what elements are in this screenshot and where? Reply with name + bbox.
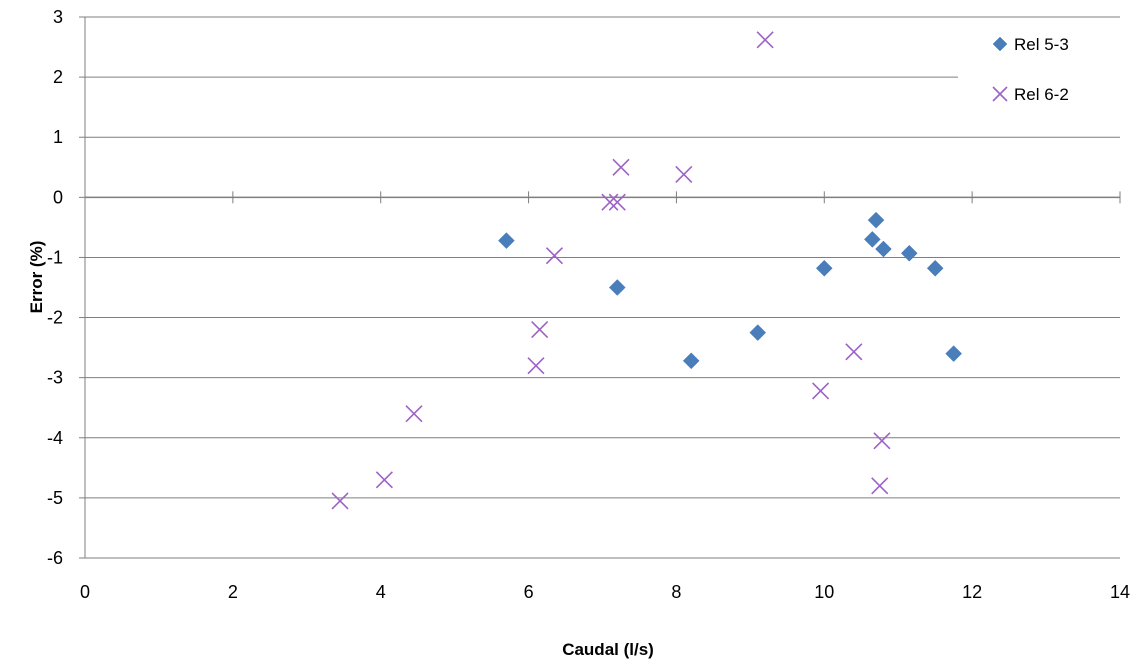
data-point-rel-6-2 bbox=[812, 382, 830, 400]
y-tick-label: -1 bbox=[47, 247, 63, 267]
data-point-rel-5-3 bbox=[815, 259, 833, 277]
data-point-rel-5-3 bbox=[867, 211, 885, 229]
data-point-rel-5-3 bbox=[926, 259, 944, 277]
data-point-rel-6-2 bbox=[331, 492, 349, 510]
legend-marker-rel-6-2 bbox=[992, 86, 1008, 102]
legend-marker-rel-5-3 bbox=[992, 36, 1008, 52]
legend-label: Rel 6-2 bbox=[1014, 85, 1069, 104]
axes bbox=[79, 16, 1121, 559]
legend: Rel 5-3 Rel 6-2 bbox=[958, 24, 1120, 124]
data-point-rel-5-3 bbox=[498, 232, 515, 249]
y-tick-label: -4 bbox=[47, 428, 63, 448]
y-tick-label: 1 bbox=[53, 127, 63, 147]
data-point-rel-5-3 bbox=[682, 352, 700, 370]
y-axis-title: Error (%) bbox=[27, 241, 46, 314]
x-tick-label: 14 bbox=[1110, 582, 1130, 602]
legend-label: Rel 5-3 bbox=[1014, 35, 1069, 54]
y-tick-label: -5 bbox=[47, 488, 63, 508]
data-point-rel-6-2 bbox=[756, 31, 774, 49]
x-tick-label: 4 bbox=[376, 582, 386, 602]
legend-box bbox=[958, 24, 1120, 124]
x-tick-label: 8 bbox=[671, 582, 681, 602]
data-point-rel-5-3 bbox=[749, 324, 767, 341]
data-point-rel-5-3 bbox=[945, 345, 963, 362]
data-point-rel-6-2 bbox=[871, 477, 889, 495]
data-point-rel-6-2 bbox=[405, 405, 423, 423]
y-tick-label: -2 bbox=[47, 308, 63, 328]
x-tick-label: 6 bbox=[524, 582, 534, 602]
x-tick-label: 0 bbox=[80, 582, 90, 602]
data-point-rel-6-2 bbox=[531, 321, 549, 339]
data-point-rel-5-3 bbox=[900, 244, 918, 262]
data-point-rel-6-2 bbox=[612, 158, 630, 176]
data-marks bbox=[331, 31, 963, 510]
data-point-rel-6-2 bbox=[873, 432, 891, 450]
data-point-rel-6-2 bbox=[545, 247, 564, 265]
x-tick-label: 12 bbox=[962, 582, 982, 602]
x-axis-title: Caudal (l/s) bbox=[562, 640, 654, 659]
data-point-rel-6-2 bbox=[608, 193, 626, 211]
y-tick-label: 3 bbox=[53, 7, 63, 27]
data-point-rel-5-3 bbox=[608, 279, 626, 296]
y-tick-label: 2 bbox=[53, 67, 63, 87]
data-point-rel-6-2 bbox=[601, 193, 619, 211]
y-tick-label: 0 bbox=[53, 187, 63, 207]
y-tick-label: -6 bbox=[47, 548, 63, 568]
x-tick-label: 2 bbox=[228, 582, 238, 602]
data-point-rel-6-2 bbox=[375, 471, 393, 489]
data-point-rel-5-3 bbox=[863, 231, 881, 248]
data-point-rel-5-3 bbox=[875, 240, 892, 258]
data-point-rel-6-2 bbox=[527, 357, 545, 375]
data-point-rel-6-2 bbox=[675, 165, 693, 184]
y-tick-label: -3 bbox=[47, 368, 63, 388]
x-tick-label: 10 bbox=[814, 582, 834, 602]
data-point-rel-6-2 bbox=[845, 343, 863, 361]
